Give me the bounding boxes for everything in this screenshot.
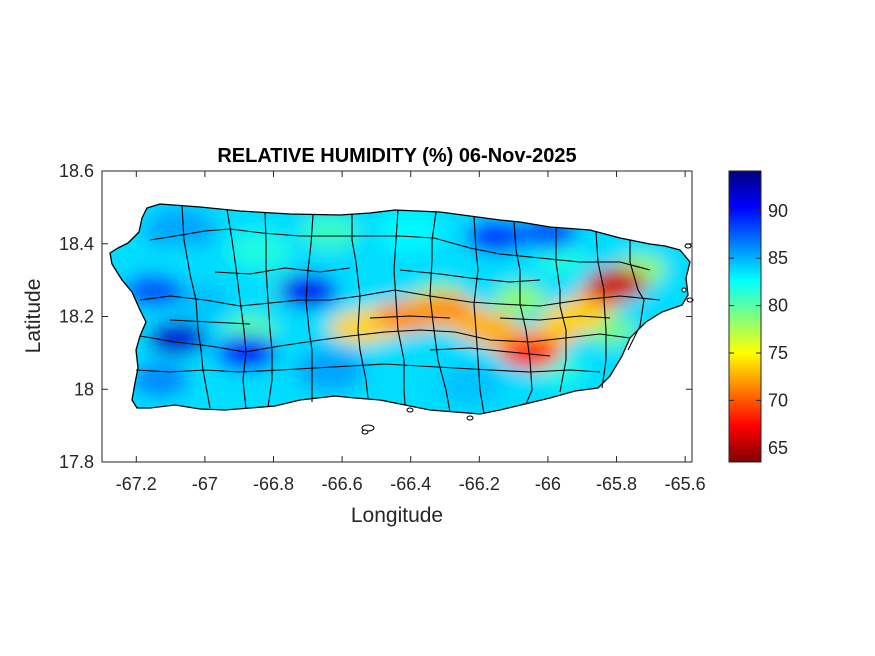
- field-texture-9: [294, 348, 366, 392]
- x-tick-label: -67.2: [116, 474, 157, 494]
- field-texture-11: [438, 365, 502, 405]
- y-tick-label: 17.8: [59, 452, 94, 472]
- municipal-boundary-14: [595, 231, 607, 389]
- field-texture-3: [378, 212, 442, 252]
- field-texture-1: [228, 230, 292, 270]
- colorbar-tick-label: 65: [768, 438, 788, 458]
- colorbar-tick-label: 75: [768, 343, 788, 363]
- municipal-boundary-9: [393, 209, 406, 406]
- municipal-boundary-7: [305, 214, 314, 402]
- colorbar-tick-label: 80: [768, 296, 788, 316]
- municipal-boundaries: [135, 205, 661, 415]
- x-tick-label: -65.6: [665, 474, 706, 494]
- municipal-boundary-0: [149, 228, 651, 271]
- x-tick-label: -66.6: [322, 474, 363, 494]
- islet-1: [361, 429, 369, 435]
- y-tick-label: 18: [74, 379, 94, 399]
- municipal-boundary-8: [351, 214, 369, 399]
- x-tick-label: -66.8: [253, 474, 294, 494]
- islet-6: [681, 287, 687, 293]
- islet-4: [684, 243, 692, 249]
- x-tick-label: -65.8: [596, 474, 637, 494]
- chart-title: RELATIVE HUMIDITY (%) 06-Nov-2025: [217, 145, 576, 167]
- municipal-boundary-2: [139, 329, 631, 353]
- municipal-boundary-4: [181, 205, 211, 409]
- field-texture-2: [301, 214, 359, 250]
- colorbar-tick-label: 85: [768, 248, 788, 268]
- municipal-boundary-5: [226, 208, 247, 410]
- field-texture-14: [131, 362, 189, 398]
- x-axis-label: Longitude: [351, 504, 443, 527]
- municipal-boundary-10: [429, 211, 451, 413]
- y-axis: 17.8 18 18.2 18.4 18.6: [59, 161, 692, 472]
- colorbar-tick-label: 70: [768, 390, 788, 410]
- municipal-boundary-18: [369, 315, 451, 319]
- colorbar-ticks: 65 70 75 80 85 90: [729, 201, 788, 458]
- field-texture-0: [144, 208, 216, 252]
- x-tick-label: -66.4: [390, 474, 431, 494]
- municipal-boundary-19: [499, 315, 611, 321]
- island-coastline: [109, 203, 691, 415]
- islets: [361, 243, 694, 435]
- municipal-boundary-20: [169, 319, 251, 325]
- dry-spot-3: [466, 219, 527, 254]
- municipal-boundary-16: [214, 267, 351, 275]
- municipal-boundary-12: [513, 220, 533, 405]
- colorbar-tick-label: 90: [768, 201, 788, 221]
- x-tick-label: -66.2: [459, 474, 500, 494]
- islet-2: [406, 407, 414, 413]
- colorbar-ramp: [728, 170, 762, 463]
- humidity-field: [110, 204, 690, 414]
- humid-point-6: [586, 267, 647, 300]
- islet-3: [466, 415, 474, 421]
- dry-spot-5: [123, 274, 184, 309]
- municipal-boundary-13: [555, 228, 567, 393]
- y-tick-label: 18.2: [59, 307, 94, 327]
- field-texture-10: [368, 355, 432, 395]
- x-tick-label: -67: [192, 474, 218, 494]
- municipal-boundary-11: [473, 215, 485, 415]
- x-axis: -67.2 -67 -66.8 -66.6 -66.4 -66.2 -66 -65.8 -65.…: [116, 171, 706, 494]
- colorbar: 65 70 75 80 85 90: [728, 170, 788, 463]
- y-tick-label: 18.4: [59, 234, 94, 254]
- humid-point-0: [329, 311, 390, 344]
- humid-point-4: [500, 336, 561, 369]
- x-tick-label: -66: [535, 474, 561, 494]
- field-texture-16: [151, 242, 209, 278]
- municipal-boundary-17: [399, 269, 541, 283]
- municipal-boundary-21: [429, 347, 551, 357]
- municipal-boundary-15: [627, 240, 645, 351]
- field-texture-7: [171, 282, 229, 318]
- y-axis-label: Latitude: [22, 279, 45, 354]
- municipal-boundary-3: [135, 363, 601, 373]
- municipal-boundary-6: [264, 211, 273, 408]
- y-tick-label: 18.6: [59, 161, 94, 181]
- dry-spot-0: [147, 321, 208, 356]
